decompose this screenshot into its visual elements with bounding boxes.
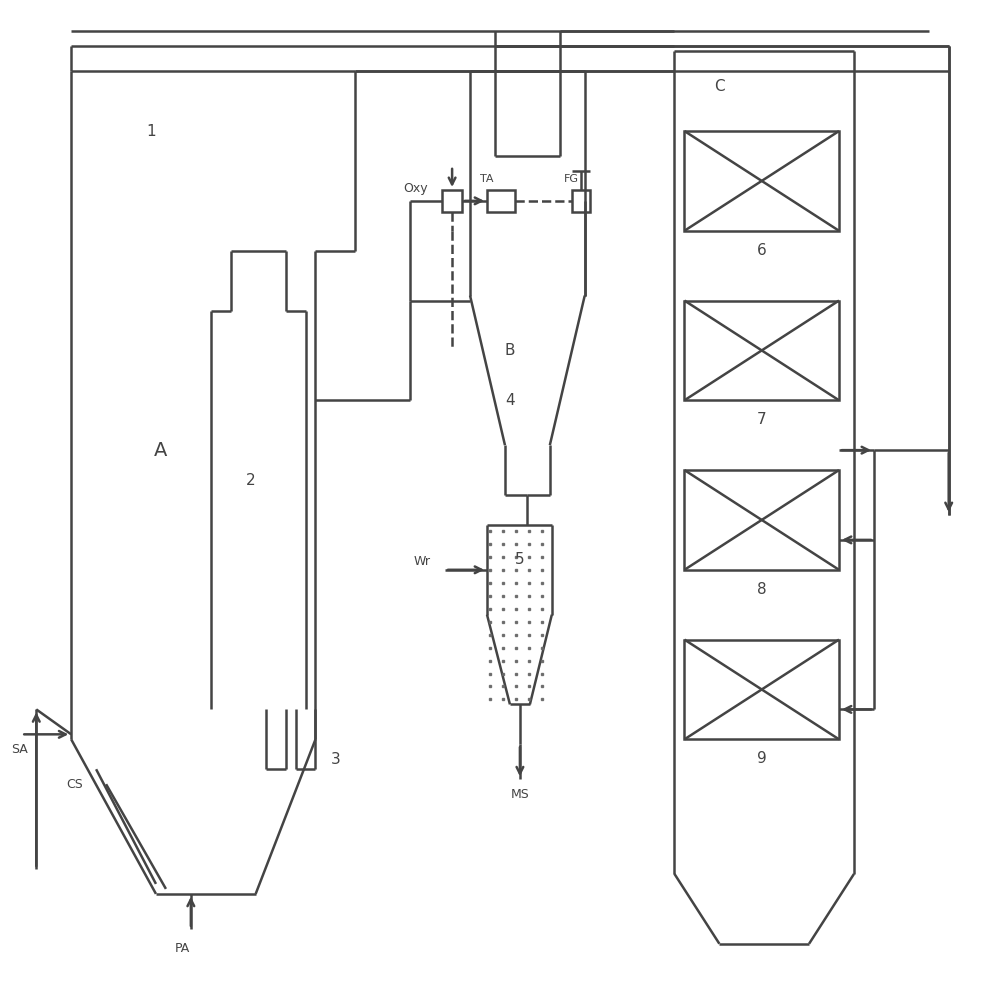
Text: 2: 2 (246, 473, 255, 488)
Text: A: A (154, 441, 168, 460)
Text: FG: FG (564, 174, 579, 184)
Text: SA: SA (11, 743, 27, 756)
Text: TA: TA (481, 174, 493, 184)
Text: 5: 5 (515, 552, 525, 567)
Text: 3: 3 (331, 752, 340, 767)
Text: 1: 1 (146, 124, 156, 139)
Text: MS: MS (510, 788, 530, 801)
Bar (685, 640, 839, 739)
Bar (685, 470, 839, 570)
Text: 8: 8 (757, 582, 766, 597)
Bar (685, 301, 839, 400)
Text: PA: PA (176, 942, 190, 955)
Text: B: B (504, 343, 515, 358)
Text: 9: 9 (757, 751, 766, 766)
Bar (487, 190, 515, 212)
Text: 7: 7 (757, 412, 766, 427)
Text: CS: CS (66, 778, 83, 791)
Bar (572, 190, 590, 212)
Text: Oxy: Oxy (403, 182, 428, 195)
Text: 6: 6 (757, 243, 766, 258)
Text: Wr: Wr (413, 555, 431, 568)
Text: 4: 4 (505, 393, 515, 408)
Bar (685, 131, 839, 231)
Bar (442, 190, 462, 212)
Text: C: C (714, 79, 725, 94)
